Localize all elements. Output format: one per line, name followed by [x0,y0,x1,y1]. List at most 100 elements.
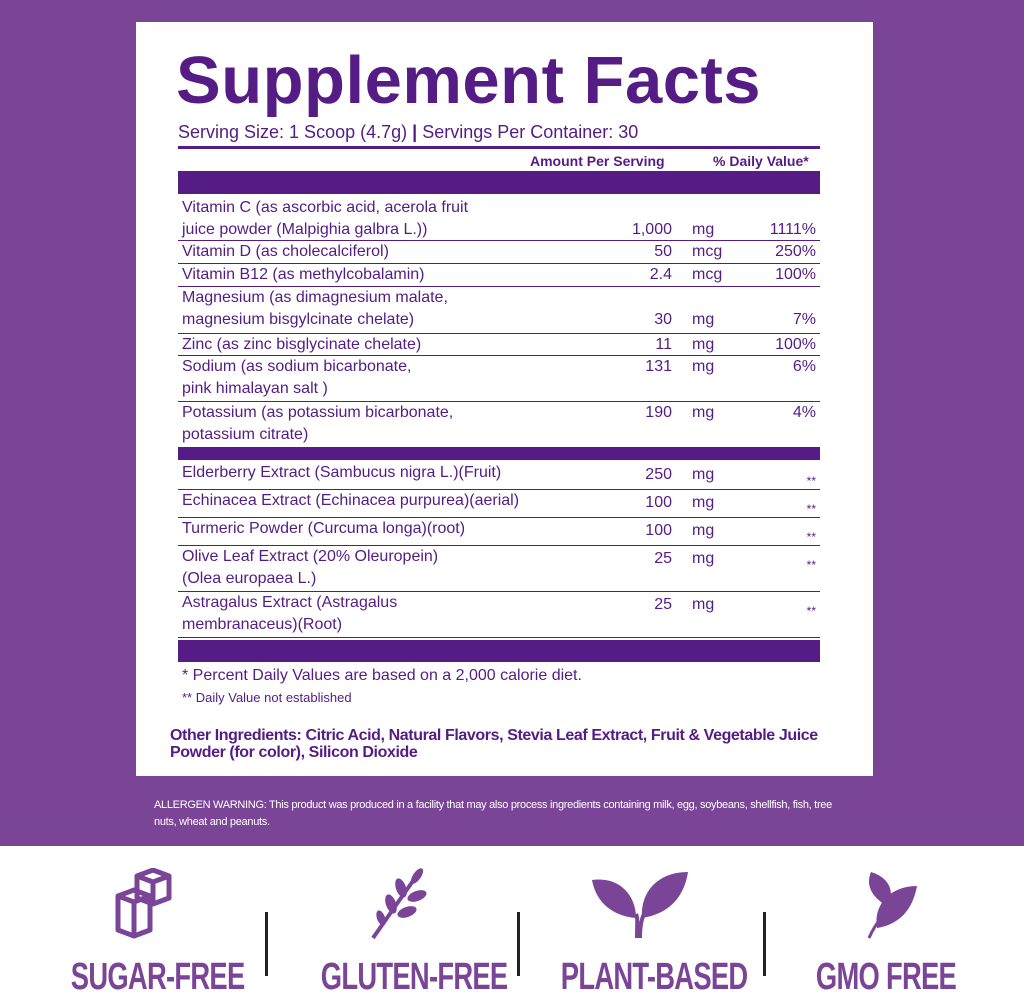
amount-unit: mg [692,522,715,539]
nutrient-name: Turmeric Powder (Curcuma longa)(root) [182,518,582,540]
nutrient-name-line: Elderberry Extract (Sambucus nigra L.)(F… [182,464,502,481]
daily-value: 4% [792,404,816,421]
nutrient-name-line: Sodium (as sodium bicarbonate, [182,358,412,375]
nutrient-name: Potassium (as potassium bicarbonate, pota… [182,402,582,446]
allergen-warning: ALLERGEN WARNING: This product was produ… [154,799,832,828]
table-row: Elderberry Extract (Sambucus nigra L.)(F… [178,462,820,490]
nutrient-name-line: Echinacea Extract (Echinacea purpurea)(a… [182,492,520,509]
leaf-icon [867,872,917,939]
amount-value: 100 [645,522,672,539]
amount-value: 1,000 [631,221,672,238]
sprout-icon [592,872,688,939]
amount-value: 11 [655,336,672,353]
amount-value: 250 [645,466,672,483]
amount-value: 25 [654,596,672,613]
nutrient-name-line: (Olea europaea L.) [182,570,317,587]
amount-value: 25 [654,550,672,567]
amount-unit: mg [692,358,715,375]
nutrient-name-line: Olive Leaf Extract (20% Oleuropein) [182,548,439,565]
table-row: Magnesium (as dimagnesium malate, magnesi… [178,287,820,334]
table-row: Vitamin D (as cholecalciferol) 50 mcg 250% [178,241,820,264]
table-row: Potassium (as potassium bicarbonate, pota… [178,402,820,448]
footnote-not-established: ** Daily Value not established [182,690,352,705]
nutrient-name: Vitamin B12 (as methylcobalamin) [182,264,582,286]
amount-unit: mcg [692,243,723,260]
sugar-cubes-icon [115,868,172,939]
amount-value: 30 [654,311,672,328]
nutrient-name-line: potassium citrate) [182,426,309,443]
daily-value: 250% [775,243,816,260]
daily-value: ** [806,474,816,488]
amount-unit: mg [692,311,715,328]
badge-label: GLUTEN-FREE [320,956,508,998]
table-row: Zinc (as zinc bisglycinate chelate) 11 mg 1… [178,334,820,356]
daily-value: ** [806,604,816,618]
divider [517,912,520,976]
amount-unit: mg [692,550,715,567]
nutrient-name: Zinc (as zinc bisglycinate chelate) [182,334,582,356]
nutrient-name-line: Astragalus Extract (Astragalus [182,594,398,611]
table-row: Vitamin B12 (as methylcobalamin) 2.4 mcg 10… [178,264,820,287]
page-title: Supplement Facts [176,43,762,118]
divider [763,912,766,976]
nutrient-name: Elderberry Extract (Sambucus nigra L.)(F… [182,462,582,484]
daily-value: ** [806,502,816,516]
table-row: Sodium (as sodium bicarbonate, pink himal… [178,356,820,402]
daily-value: 6% [792,358,816,375]
daily-value: 100% [775,336,816,353]
nutrient-name: Vitamin D (as cholecalciferol) [182,241,582,263]
amount-value: 50 [654,243,672,260]
amount-unit: mg [692,466,715,483]
nutrient-name: Sodium (as sodium bicarbonate, pink himal… [182,356,582,400]
amount-value: 2.4 [649,266,672,283]
other-ingredients: Other Ingredients: Citric Acid, Natural … [170,727,818,761]
wheat-icon [371,868,427,940]
nutrient-name-line: magnesium bisgylcinate chelate) [182,311,415,328]
nutrient-name-line: juice powder (Malpighia galbra L.)) [182,221,428,238]
amount-value: 190 [645,404,672,421]
table-row: Echinacea Extract (Echinacea purpurea)(a… [178,490,820,518]
footer-bar [178,640,820,662]
amount-unit: mg [692,336,715,353]
daily-value: 1111% [769,221,816,238]
badge-gmo-free: GMO FREE [776,868,996,998]
header-bar [178,171,820,194]
table-row: Olive Leaf Extract (20% Oleuropein) (Olea… [178,546,820,592]
nutrient-name: Olive Leaf Extract (20% Oleuropein) (Olea… [182,546,582,590]
nutrient-name: Magnesium (as dimagnesium malate, magnesi… [182,287,582,331]
daily-value: ** [806,530,816,544]
amount-unit: mcg [692,266,723,283]
divider [178,146,820,149]
nutrient-name: Astragalus Extract (Astragalus membranace… [182,592,582,636]
amount-unit: mg [692,494,715,511]
badge-gluten-free: GLUTEN-FREE [290,868,510,998]
daily-value: 7% [792,311,816,328]
nutrient-name-line: membranaceus)(Root) [182,616,343,633]
nutrient-name-line: Zinc (as zinc bisglycinate chelate) [182,336,422,353]
serving-info: Serving Size: 1 Scoop (4.7g) | Servings … [178,122,639,142]
daily-value: 100% [775,266,816,283]
nutrient-name-line: Turmeric Powder (Curcuma longa)(root) [182,520,466,537]
dv-header: % Daily Value* [713,153,809,169]
nutrient-name: Vitamin C (as ascorbic acid, acerola fru… [182,197,582,241]
amount-unit: mg [692,596,715,613]
table-row: Vitamin C (as ascorbic acid, acerola fru… [178,197,820,241]
footnote-daily-values: * Percent Daily Values are based on a 2,… [182,667,582,684]
amount-header: Amount Per Serving [530,153,665,169]
amount-unit: mg [692,221,715,238]
nutrient-name-line: Vitamin B12 (as methylcobalamin) [182,266,425,283]
serving-size: Serving Size: 1 Scoop (4.7g) [178,122,408,142]
nutrient-name-line: pink himalayan salt ) [182,380,328,397]
table-row: Turmeric Powder (Curcuma longa)(root) 100… [178,518,820,546]
table-row: Astragalus Extract (Astragalus membranace… [178,592,820,638]
badge-label: GMO FREE [815,956,957,998]
divider [265,912,268,976]
section-bar [178,448,820,460]
nutrient-name-line: Potassium (as potassium bicarbonate, [182,404,454,421]
label-background: Supplement Facts Serving Size: 1 Scoop (… [0,0,1024,846]
nutrient-name-line: Vitamin C (as ascorbic acid, acerola fru… [182,199,469,216]
amount-value: 131 [645,358,672,375]
amount-value: 100 [645,494,672,511]
daily-value: ** [806,558,816,572]
servings-per-container: Servings Per Container: 30 [422,122,639,142]
